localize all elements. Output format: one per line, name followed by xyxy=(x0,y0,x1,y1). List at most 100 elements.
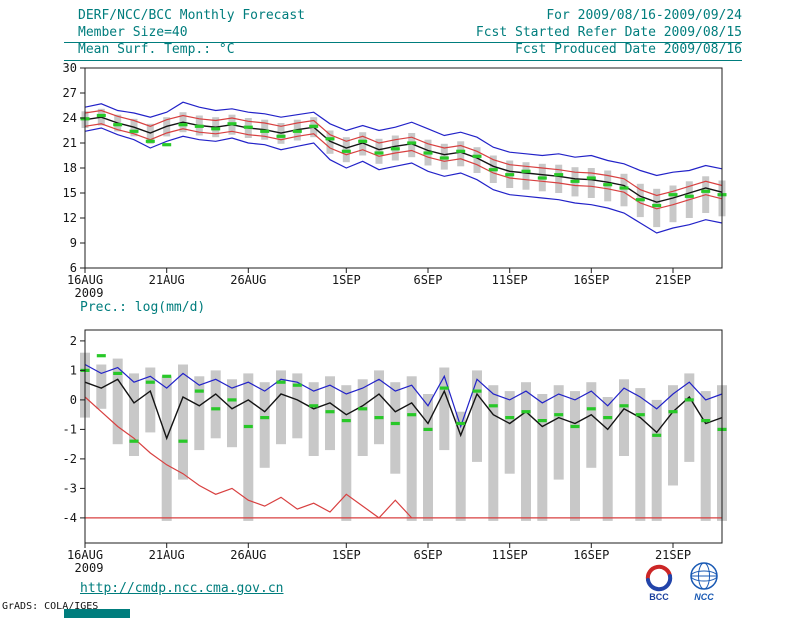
spread-bar xyxy=(161,376,172,521)
spread-bar xyxy=(292,373,303,439)
header-divider-bottom xyxy=(64,60,742,61)
spread-bar xyxy=(472,370,482,462)
spread-bar xyxy=(194,376,205,451)
spread-bar xyxy=(129,373,139,456)
plot-frame xyxy=(84,329,723,544)
member-size-label: Member Size=40 xyxy=(78,25,188,40)
spread-bar xyxy=(146,123,154,144)
x-tick-label: 21SEP xyxy=(655,548,691,562)
bcc-logo-red-swirl xyxy=(645,564,672,582)
spread-bar xyxy=(587,168,595,198)
ncc-logo: NCC xyxy=(690,562,718,602)
bcc-logo: BCC xyxy=(645,564,673,602)
spread-bar xyxy=(178,364,188,480)
produced-date-label: Fcst Produced Date 2009/08/16 xyxy=(515,42,742,57)
precip-panel-label: Prec.: log(mm/d) xyxy=(80,300,206,315)
spread-bar xyxy=(488,385,499,521)
spread-bar xyxy=(408,133,416,158)
y-tick-label: 0 xyxy=(70,393,77,407)
spread-bar xyxy=(374,370,384,445)
plus-1std xyxy=(84,109,723,197)
y-tick-label: -4 xyxy=(63,511,77,525)
plot-frame xyxy=(84,67,723,269)
x-tick-label: 26AUG xyxy=(230,273,266,287)
x-tick-label: 21AUG xyxy=(149,548,185,562)
y-tick-label: 15 xyxy=(63,186,77,200)
ensemble-max xyxy=(84,101,723,177)
y-tick-label: 2 xyxy=(70,334,77,348)
spread-bar xyxy=(423,394,433,521)
y-tick-label: 9 xyxy=(70,236,77,250)
spread-bar xyxy=(669,185,677,223)
spread-bar xyxy=(96,364,107,409)
spread-bar xyxy=(457,141,465,167)
spread-bar xyxy=(406,376,417,521)
grads-credit: GrADS: COLA/IGES xyxy=(2,601,99,612)
x-tick-label: 11SEP xyxy=(492,273,528,287)
spread-bar xyxy=(359,132,367,156)
y-tick-label: 24 xyxy=(63,111,77,125)
ensemble-mean xyxy=(84,116,723,203)
spread-bar xyxy=(390,382,401,474)
spread-bar xyxy=(145,367,156,433)
x-tick-label: 11SEP xyxy=(492,548,528,562)
spread-bar xyxy=(357,379,368,456)
spread-bar xyxy=(653,188,661,228)
footer-url-link[interactable]: http://cmdp.ncc.cma.gov.cn xyxy=(80,581,284,596)
spread-bar xyxy=(259,382,270,468)
bottom-teal-bar xyxy=(64,609,130,618)
temp-panel-label: Mean Surf. Temp.: °C xyxy=(78,42,235,57)
spread-bar xyxy=(553,385,564,480)
y-tick-label: -1 xyxy=(63,422,77,436)
x-tick-label: 1SEP xyxy=(332,548,361,562)
header-row-2: Member Size=40 Fcst Started Refer Date 2… xyxy=(78,24,742,41)
y-tick-label: 18 xyxy=(63,161,77,175)
spread-bar xyxy=(619,379,629,456)
header: DERF/NCC/BCC Monthly Forecast For 2009/0… xyxy=(78,7,742,58)
report-title: DERF/NCC/BCC Monthly Forecast xyxy=(78,8,305,23)
x-tick-label: 6SEP xyxy=(414,548,443,562)
y-tick-label: 1 xyxy=(70,363,77,377)
y-tick-label: 21 xyxy=(63,136,77,150)
spread-bar xyxy=(620,173,628,207)
spread-bar xyxy=(521,382,531,521)
x-tick-label: 16SEP xyxy=(573,273,609,287)
spread-bar xyxy=(522,162,530,190)
precipitation-chart: -4 -3 -2 -1 0 1 2 16AUG 21AUG 26AUG 1SEP 6SEP 11SEP 1… xyxy=(63,329,727,575)
y-tick-label: 12 xyxy=(63,211,77,225)
x-tick-label: 26AUG xyxy=(230,548,266,562)
spread-bar xyxy=(537,394,548,521)
ensemble-mean xyxy=(84,378,723,441)
x-tick-label: 16AUG xyxy=(67,548,103,562)
spread-bar xyxy=(684,373,695,462)
spread-bar xyxy=(455,411,466,521)
spread-bar xyxy=(308,382,319,456)
spread-bar xyxy=(326,130,334,154)
spread-bar xyxy=(651,399,662,521)
x-tick-label: 16SEP xyxy=(573,548,609,562)
bcc-logo-blue-swirl xyxy=(646,574,673,592)
spread-bar xyxy=(700,391,711,521)
spread-bar xyxy=(602,397,613,521)
temperature-chart: 6 9 12 15 18 21 24 27 30 16AUG 21AUG 26AUG 1SEP 6SEP 1… xyxy=(63,61,727,300)
header-row-1: DERF/NCC/BCC Monthly Forecast For 2009/0… xyxy=(78,7,742,24)
spread-bar xyxy=(375,138,383,164)
spread-bar xyxy=(570,391,580,521)
spread-bar xyxy=(342,137,350,163)
spread-bar xyxy=(473,147,481,173)
spread-bar xyxy=(210,370,221,439)
x-year-label: 2009 xyxy=(75,561,104,575)
spread-bar xyxy=(112,358,123,445)
observation-curve xyxy=(84,396,413,519)
spread-bar xyxy=(439,367,450,451)
x-tick-label: 21AUG xyxy=(149,273,185,287)
spread-bar xyxy=(227,379,237,448)
spread-bar xyxy=(504,391,515,474)
header-row-3: Mean Surf. Temp.: °C Fcst Produced Date … xyxy=(78,41,742,58)
spread-bar xyxy=(243,373,254,521)
spread-bar xyxy=(668,385,678,486)
spread-bar xyxy=(341,385,352,521)
spread-bar xyxy=(555,164,563,193)
refer-date-label: Fcst Started Refer Date 2009/08/15 xyxy=(475,25,742,40)
